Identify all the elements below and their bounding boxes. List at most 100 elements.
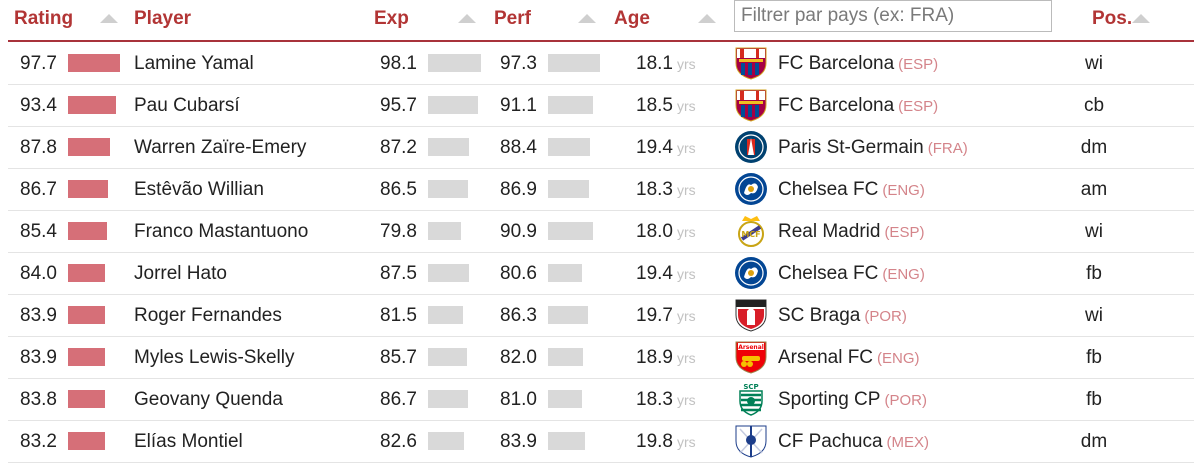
rating-value: 86.7	[20, 179, 57, 200]
player-name[interactable]: Geovany Quenda	[134, 389, 283, 410]
exp-bar	[428, 264, 470, 282]
table-row[interactable]: 93.4 Pau Cubarsí 95.7 91.1 18.5 yrs FC Barcelo…	[8, 84, 1194, 127]
column-header-rating[interactable]: Rating	[14, 0, 124, 40]
club-cell[interactable]: Real Madrid (ESP)	[778, 221, 924, 243]
player-name[interactable]: Jorrel Hato	[134, 263, 227, 284]
column-header-player[interactable]: Player	[134, 0, 334, 40]
perf-bar	[548, 264, 582, 282]
age-value: 19.4	[636, 263, 673, 284]
player-name[interactable]: Estêvão Willian	[134, 179, 264, 200]
sort-arrow-icon[interactable]	[458, 14, 476, 23]
position-value: wi	[1085, 305, 1103, 326]
club-name[interactable]: Real Madrid	[778, 221, 881, 242]
club-name[interactable]: Sporting CP	[778, 389, 881, 410]
country-code: (ENG)	[882, 266, 925, 283]
club-name[interactable]: Chelsea FC	[778, 263, 879, 284]
club-cell[interactable]: Sporting CP (POR)	[778, 389, 927, 411]
club-name[interactable]: FC Barcelona	[778, 53, 895, 74]
psg-crest-icon	[735, 131, 767, 163]
exp-value: 87.2	[380, 137, 417, 158]
rating-bar	[68, 264, 106, 282]
age-unit: yrs	[676, 434, 696, 450]
country-code: (ESP)	[898, 56, 939, 73]
table-row[interactable]: 97.7 Lamine Yamal 98.1 97.3 18.1 yrs FC Barcel…	[8, 42, 1194, 85]
club-name[interactable]: FC Barcelona	[778, 95, 895, 116]
age-value: 18.5	[636, 95, 673, 116]
perf-bar	[548, 96, 594, 114]
perf-bar	[548, 138, 591, 156]
svg-text:SCP: SCP	[743, 383, 758, 391]
table-row[interactable]: 83.9 Myles Lewis-Skelly 85.7 82.0 18.9 yrs Ars…	[8, 336, 1194, 379]
rating-value: 84.0	[20, 263, 57, 284]
table-row[interactable]: 83.9 Roger Fernandes 81.5 86.3 19.7 yrs SC Bra…	[8, 294, 1194, 337]
perf-bar	[548, 306, 588, 324]
rating-value: 85.4	[20, 221, 57, 242]
player-name[interactable]: Elías Montiel	[134, 431, 243, 452]
player-name[interactable]: Pau Cubarsí	[134, 95, 240, 116]
rating-bar	[68, 54, 121, 72]
exp-bar	[428, 348, 468, 366]
rating-value: 97.7	[20, 53, 57, 74]
perf-bar	[548, 390, 583, 408]
club-cell[interactable]: Arsenal FC (ENG)	[778, 347, 920, 369]
club-cell[interactable]: CF Pachuca (MEX)	[778, 431, 929, 453]
club-name[interactable]: Arsenal FC	[778, 347, 874, 368]
club-cell[interactable]: FC Barcelona (ESP)	[778, 53, 938, 75]
table-row[interactable]: 83.8 Geovany Quenda 86.7 81.0 18.3 yrs SCP Spor…	[8, 378, 1194, 421]
column-header-exp[interactable]: Exp	[374, 0, 484, 40]
club-cell[interactable]: FC Barcelona (ESP)	[778, 95, 938, 117]
column-header-pos[interactable]: Pos.	[1092, 0, 1192, 40]
age-value: 19.7	[636, 305, 673, 326]
age-cell: 18.3 yrs	[636, 179, 696, 201]
age-unit: yrs	[676, 266, 696, 282]
exp-bar	[428, 54, 481, 72]
age-cell: 19.7 yrs	[636, 305, 696, 327]
exp-bar	[428, 138, 469, 156]
sort-arrow-icon[interactable]	[578, 14, 596, 23]
rating-value: 83.9	[20, 305, 57, 326]
club-cell[interactable]: Chelsea FC (ENG)	[778, 179, 925, 201]
perf-value: 82.0	[500, 347, 537, 368]
perf-bar	[548, 222, 593, 240]
country-code: (MEX)	[886, 434, 930, 451]
column-header-perf[interactable]: Perf	[494, 0, 604, 40]
perf-bar	[548, 432, 586, 450]
rating-bar	[68, 306, 106, 324]
perf-value: 97.3	[500, 53, 537, 74]
country-filter-input[interactable]	[734, 0, 1052, 32]
sort-arrow-icon[interactable]	[1132, 14, 1150, 23]
table-row[interactable]: 86.7 Estêvão Willian 86.5 86.9 18.3 yrs Chelse…	[8, 168, 1194, 211]
player-name[interactable]: Warren Zaïre-Emery	[134, 137, 307, 158]
player-name[interactable]: Myles Lewis-Skelly	[134, 347, 295, 368]
exp-bar	[428, 180, 469, 198]
table-row[interactable]: 87.8 Warren Zaïre-Emery 87.2 88.4 19.4 yrs Par…	[8, 126, 1194, 169]
age-cell: 18.5 yrs	[636, 95, 696, 117]
club-cell[interactable]: Paris St-Germain (FRA)	[778, 137, 968, 159]
club-cell[interactable]: Chelsea FC (ENG)	[778, 263, 925, 285]
age-unit: yrs	[676, 224, 696, 240]
club-name[interactable]: CF Pachuca	[778, 431, 883, 452]
age-value: 19.4	[636, 137, 673, 158]
exp-value: 86.5	[380, 179, 417, 200]
player-name[interactable]: Lamine Yamal	[134, 53, 254, 74]
table-row[interactable]: 85.4 Franco Mastantuono 79.8 90.9 18.0 yrs MCF…	[8, 210, 1194, 253]
age-unit: yrs	[676, 392, 696, 408]
club-name[interactable]: Chelsea FC	[778, 179, 879, 200]
column-header-age[interactable]: Age	[614, 0, 724, 40]
svg-text:Arsenal: Arsenal	[738, 344, 764, 351]
perf-value: 88.4	[500, 137, 537, 158]
club-cell[interactable]: SC Braga (POR)	[778, 305, 907, 327]
table-row[interactable]: 83.2 Elías Montiel 82.6 83.9 19.8 yrs CF Pachu…	[8, 420, 1194, 463]
player-name[interactable]: Franco Mastantuono	[134, 221, 309, 242]
position-value: fb	[1086, 347, 1102, 368]
player-name[interactable]: Roger Fernandes	[134, 305, 282, 326]
column-header-exp-label: Exp	[374, 8, 409, 29]
age-value: 18.9	[636, 347, 673, 368]
sort-arrow-icon[interactable]	[698, 14, 716, 23]
column-header-age-label: Age	[614, 8, 650, 29]
club-name[interactable]: Paris St-Germain	[778, 137, 924, 158]
table-row[interactable]: 84.0 Jorrel Hato 87.5 80.6 19.4 yrs Chelsea FC…	[8, 252, 1194, 295]
sort-arrow-icon[interactable]	[100, 14, 118, 23]
club-name[interactable]: SC Braga	[778, 305, 861, 326]
age-cell: 19.8 yrs	[636, 431, 696, 453]
